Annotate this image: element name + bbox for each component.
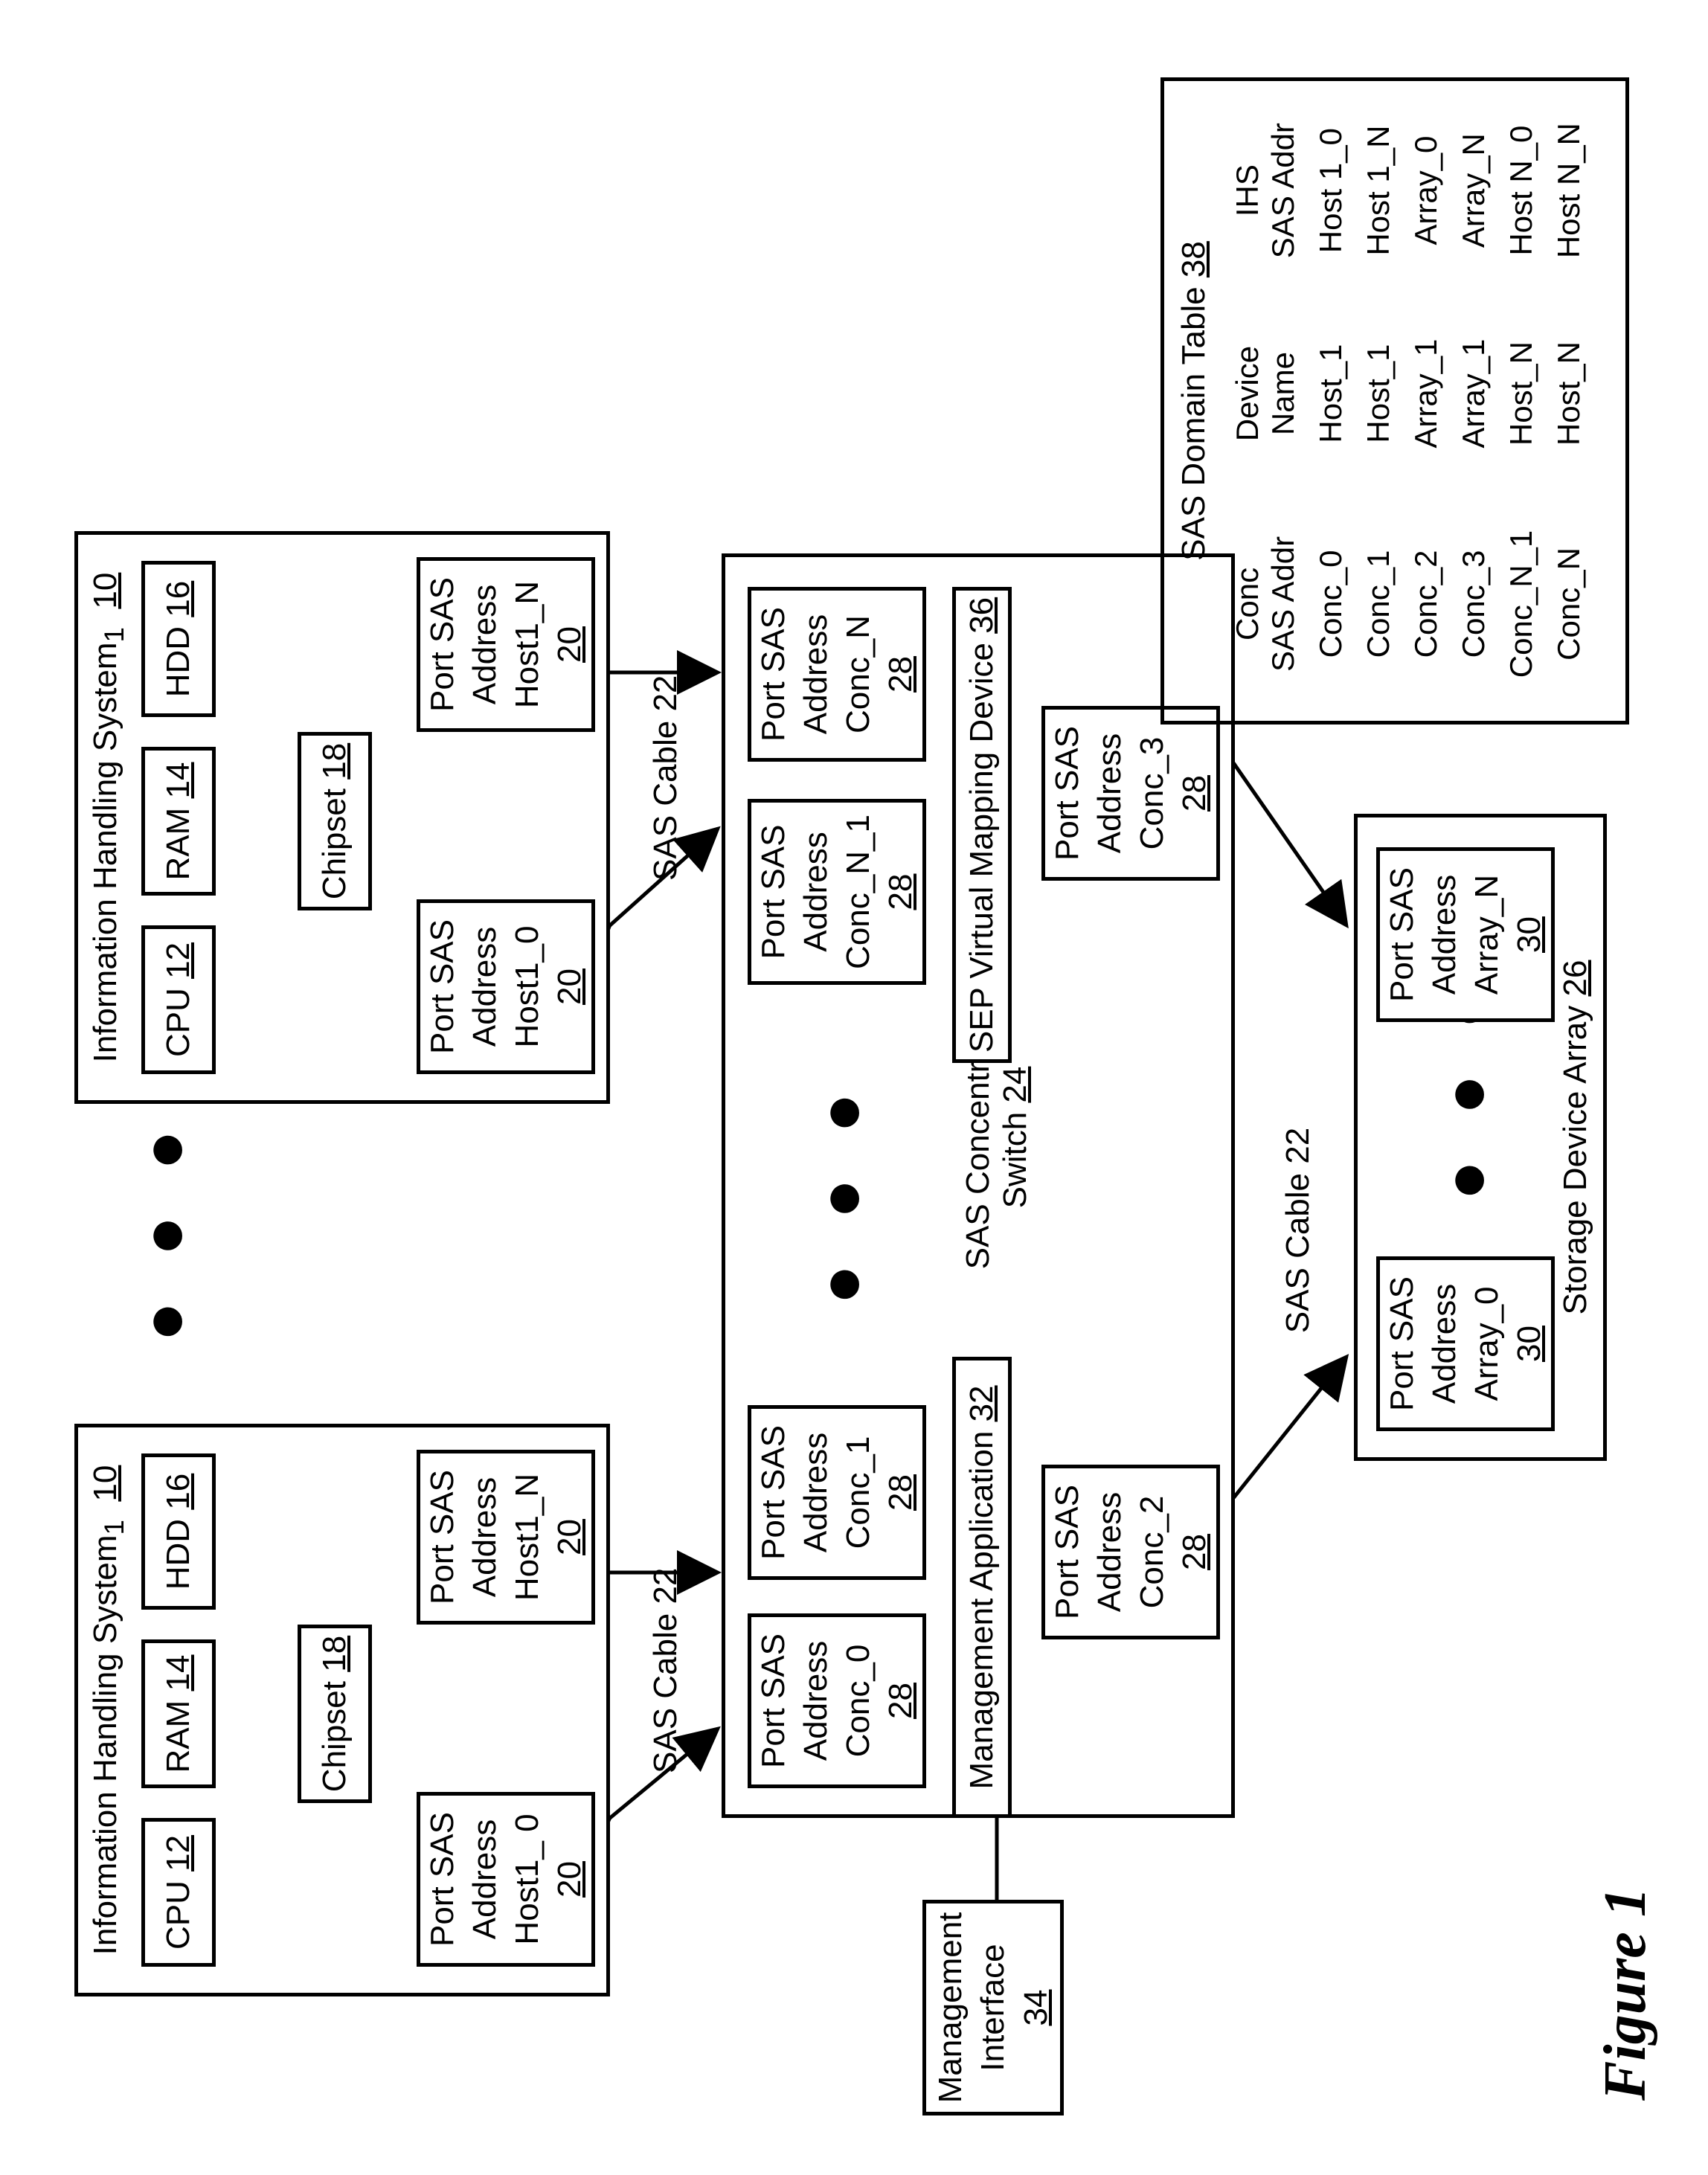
sep-device: SEP Virtual Mapping Device 36 — [952, 587, 1012, 1063]
ihs1-port-b: Port SASAddressHost1_N 20 — [417, 1450, 595, 1625]
table-cell: Conc_3 — [1450, 487, 1497, 721]
table-cell: Conc_N — [1545, 487, 1593, 721]
ihs-2-title: Information Handling System1 10 — [87, 535, 130, 1100]
table-row: Conc_2Array_1Array_0 — [1402, 81, 1450, 721]
switch-port-n1: Port SASAddressConc_N_1 28 — [748, 799, 926, 985]
table-cell: Host_N — [1545, 300, 1593, 487]
switch-port-0: Port SASAddressConc_0 28 — [748, 1613, 926, 1788]
cable-label-2: SAS Cable 22 — [647, 658, 684, 881]
switch-port-n: Port SASAddressConc_N 28 — [748, 587, 926, 762]
table-cell: Host 1_N — [1355, 81, 1402, 300]
table-cell: Host_1 — [1307, 300, 1355, 487]
ihs1-port-a: Port SASAddressHost1_ 0 20 — [417, 1792, 595, 1967]
ihs1-ram: RAM 14 — [141, 1639, 216, 1788]
table-cell: Host 1_0 — [1307, 81, 1355, 300]
array-port-0: Port SASAddressArray_0 30 — [1376, 1256, 1555, 1431]
table-header-row: ConcSAS Addr DeviceName IHSSAS Addr — [1224, 81, 1307, 721]
ihs2-cpu: CPU 12 — [141, 925, 216, 1074]
domain-table-grid: ConcSAS Addr DeviceName IHSSAS Addr Conc… — [1224, 81, 1593, 721]
ihs-ellipsis: ● ● ● — [126, 1117, 203, 1342]
table-cell: Conc_0 — [1307, 487, 1355, 721]
sas-domain-table: SAS Domain Table 38 ConcSAS Addr DeviceN… — [1160, 77, 1629, 725]
ihs2-chipset: Chipset 18 — [298, 732, 372, 910]
cable-label-3: SAS Cable 22 — [1280, 1119, 1317, 1342]
table-cell: Array_1 — [1402, 300, 1450, 487]
table-row: Conc_1Host_1Host 1_N — [1355, 81, 1402, 721]
ihs-1-title: Information Handling System1 10 — [87, 1427, 130, 1993]
ihs1-cpu: CPU 12 — [141, 1818, 216, 1967]
table-row: Conc_0Host_1Host 1_0 — [1307, 81, 1355, 721]
table-cell: Host_1 — [1355, 300, 1402, 487]
table-title: SAS Domain Table 38 — [1164, 81, 1224, 721]
table-cell: Array_0 — [1402, 81, 1450, 300]
array-title: Storage Device Array 26 — [1557, 817, 1594, 1457]
ihs2-ram: RAM 14 — [141, 747, 216, 896]
table-cell: Array_1 — [1450, 300, 1497, 487]
table-cell: Array_N — [1450, 81, 1497, 300]
ihs2-port-b: Port SASAddressHost1_N 20 — [417, 557, 595, 732]
table-cell: Conc_2 — [1402, 487, 1450, 721]
cable-label-1: SAS Cable 22 — [647, 1550, 684, 1773]
switch-port-3: Port SASAddressConc_3 28 — [1041, 706, 1220, 881]
array-port-n: Port SASAddressArray_N 30 — [1376, 847, 1555, 1022]
table-cell: Conc_1 — [1355, 487, 1402, 721]
table-cell: Host_N — [1497, 300, 1545, 487]
mgmt-interface: ManagementInterface34 — [922, 1900, 1064, 2115]
table-cell: Conc_N_1 — [1497, 487, 1545, 721]
table-row: Conc_3Array_1Array_N — [1450, 81, 1497, 721]
table-cell: Host N_0 — [1497, 81, 1545, 300]
switch-ports-ellipsis: ● ● ● — [803, 1079, 880, 1305]
table-row: Conc_NHost_NHost N_N — [1545, 81, 1593, 721]
table-cell: Host N_N — [1545, 81, 1593, 300]
switch-port-2: Port SASAddressConc_2 28 — [1041, 1465, 1220, 1639]
table-row: Conc_N_1Host_NHost N_0 — [1497, 81, 1545, 721]
ihs1-chipset: Chipset 18 — [298, 1625, 372, 1803]
mgmt-app: Management Application 32 — [952, 1357, 1012, 1818]
ihs2-hdd: HDD 16 — [141, 561, 216, 717]
ihs2-port-a: Port SASAddressHost1_0 20 — [417, 899, 595, 1074]
figure-label: Figure 1 — [1592, 1887, 1660, 2101]
switch-port-1: Port SASAddressConc_1 28 — [748, 1405, 926, 1580]
ihs1-hdd: HDD 16 — [141, 1453, 216, 1610]
